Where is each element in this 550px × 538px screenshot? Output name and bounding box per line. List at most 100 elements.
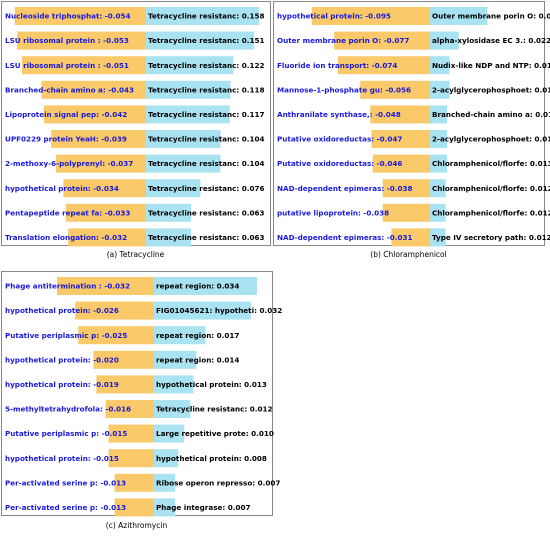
positive-bar-label: Chloramphenicol/florfe: 0.012 [432,208,550,217]
positive-bar [146,130,221,148]
negative-bar [41,80,147,99]
positive-bar [430,80,450,99]
positive-bar [146,56,234,75]
positive-bar [146,80,231,99]
positive-bar [146,105,230,124]
positive-bar [430,154,447,173]
negative-bar-label: Phage antitermination : -0.032 [5,282,130,291]
negative-bar [360,80,430,99]
negative-bar-label: 5-methyltetrahydrofola: -0.016 [5,405,131,414]
panel-chloramphenicol: hypothetical protein: -0.095 Outer membra… [273,1,550,259]
positive-bar [146,203,192,222]
negative-bar-label: Branched-chain amino a: -0.043 [5,85,134,94]
negative-bar [68,228,146,247]
panel-tetracycline: Nucleoside triphosphat: -0.054 Tetracycli… [1,1,271,259]
panel-caption: (a) Tetracycline [107,250,165,259]
positive-bar [146,7,260,25]
positive-bar [430,105,447,124]
negative-bar [63,179,146,198]
negative-bar [51,130,147,148]
positive-bar [146,31,255,50]
positive-bar-label: Tetracycline resistanc: 0.117 [148,110,265,119]
positive-bar-label: Tetracycline resistanc: 0.158 [148,12,265,21]
negative-bar [56,154,146,173]
positive-bar-label: Tetracycline resistanc: 0.151 [148,36,265,45]
positive-bar-label: FIG01045621: hypotheti: 0.032 [156,306,282,315]
negative-bar-label: putative lipoprotein: -0.038 [277,208,389,217]
negative-bar [371,130,430,148]
positive-bar-label: Type IV secretory path: 0.012 [432,233,550,242]
positive-bar-label: Tetracycline resistanc: 0.076 [148,184,265,193]
negative-bar [311,7,430,25]
negative-bar-label: Nucleoside triphosphat: -0.054 [5,12,131,21]
positive-bar [146,228,192,247]
positive-bar-label: repeat region: 0.017 [156,331,239,340]
negative-bar-label: Anthranilate synthase,: -0.048 [277,110,401,119]
negative-bar [43,105,146,124]
negative-bar-label: Per-activated serine p: -0.013 [5,503,126,512]
positive-bar [430,31,459,50]
negative-bar-label: Mannose-1-phosphate gu: -0.056 [277,85,411,94]
negative-bar [337,56,430,75]
negative-bar [370,105,430,124]
positive-bar [154,301,251,320]
negative-bar [93,350,154,369]
positive-bar-label: Outer membrane porin O: 0.044 [432,12,550,21]
positive-bar-label: Large repetitive prote: 0.010 [156,429,274,438]
negative-bar-label: Putative oxidoreductas: -0.046 [277,159,402,168]
negative-bar [105,400,154,418]
positive-bar-label: Tetracycline resistanc: 0.012 [156,405,273,414]
negative-bar-label: hypothetical protein: -0.034 [5,184,119,193]
positive-bar-label: Branched-chain amino a: 0.013 [432,110,550,119]
negative-bar [75,301,154,320]
positive-bar [154,277,257,295]
positive-bar [430,228,446,247]
positive-bar [154,350,197,369]
positive-bar-label: hypothetical protein: 0.013 [156,380,267,389]
negative-bar [108,424,154,443]
positive-bar [430,130,447,148]
negative-bar-label: Pentapeptide repeat fa: -0.033 [5,208,130,217]
positive-bar [154,326,206,345]
negative-bar-label: Outer membrane porin O: -0.077 [277,36,409,45]
negative-bar-label: hypothetical protein: -0.026 [5,306,119,315]
negative-bar [78,326,154,345]
positive-bar [154,473,176,492]
positive-bar [430,203,446,222]
negative-bar-label: hypothetical protein: -0.015 [5,454,119,463]
positive-bar-label: repeat region: 0.014 [156,355,239,364]
positive-bar-label: Chloramphenicol/florfe: 0.012 [432,184,550,193]
negative-bar-label: Putative periplasmic p: -0.015 [5,429,127,438]
positive-bar-label: Tetracycline resistanc: 0.118 [148,85,265,94]
negative-bar [65,203,146,222]
positive-bar [430,179,446,198]
negative-bar [22,56,146,75]
negative-bar [382,203,430,222]
negative-bar [14,7,147,25]
negative-bar-label: Putative oxidoreductas: -0.047 [277,135,402,144]
negative-bar [372,154,430,173]
negative-bar-label: hypothetical protein: -0.095 [277,12,391,21]
positive-bar-label: Nudix-like NDP and NTP: 0.015 [432,61,550,70]
negative-bar-label: Lipoprotein signal pep: -0.042 [5,110,127,119]
negative-bar [108,449,154,468]
negative-bar [391,228,430,247]
positive-bar-label: repeat region: 0.034 [156,282,239,291]
positive-bar-label: 2-acylglycerophosphoet: 0.015 [432,85,550,94]
negative-bar-label: LSU ribosomal protein : -0.051 [5,61,129,70]
negative-bar-label: Fluoride ion transport: -0.074 [277,61,397,70]
negative-bar-label: hypothetical protein: -0.019 [5,380,119,389]
positive-bar [146,154,221,173]
negative-bar [17,31,147,50]
positive-bar [154,400,191,418]
negative-bar-label: hypothetical protein: -0.020 [5,355,119,364]
positive-bar-label: Phage integrase: 0.007 [156,503,250,512]
positive-bar-label: Tetracycline resistanc: 0.063 [148,208,265,217]
negative-bar [114,473,154,492]
negative-bar-label: Per-activated serine p: -0.013 [5,478,126,487]
positive-bar-label: Tetracycline resistanc: 0.104 [148,135,265,144]
positive-bar-label: Ribose operon represso: 0.007 [156,478,280,487]
negative-bar-label: NAD-dependent epimeras: -0.038 [277,184,413,193]
negative-bar [96,375,154,394]
